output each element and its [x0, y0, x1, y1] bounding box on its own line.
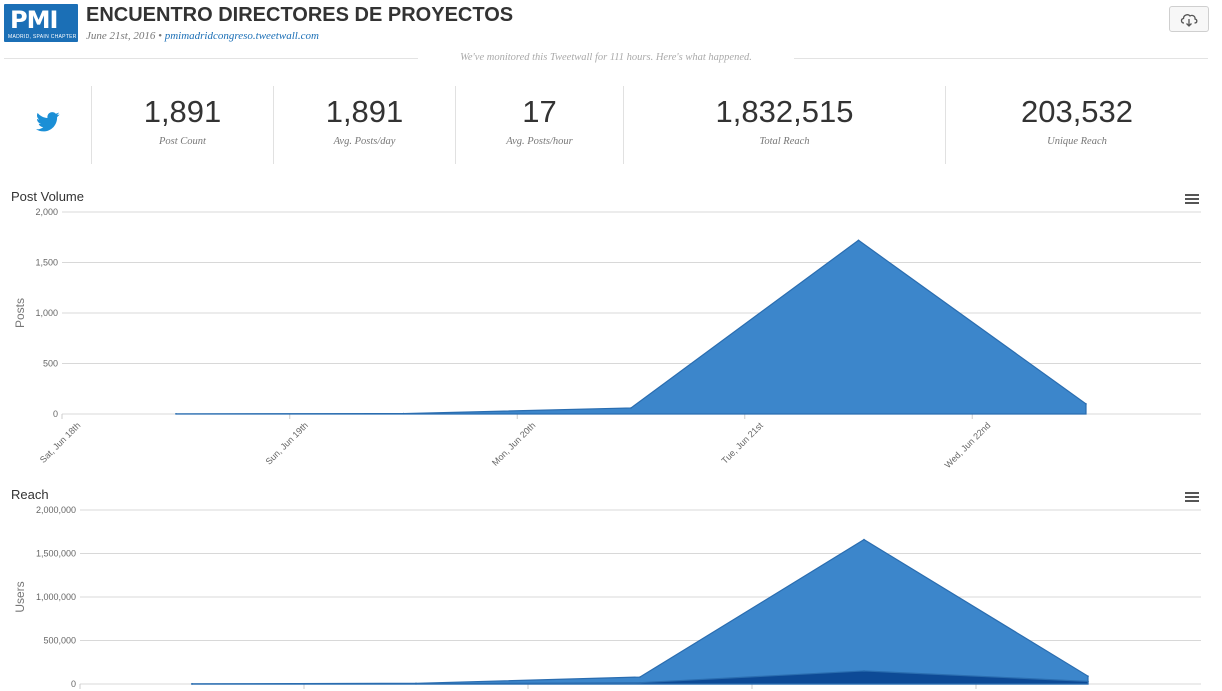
stat-label: Avg. Posts/hour: [506, 136, 573, 147]
logo-subtext: MADRID, SPAIN CHAPTER: [8, 34, 77, 40]
series-area: [175, 239, 1087, 415]
tweetwall-link[interactable]: pmimadridcongreso.tweetwall.com: [164, 30, 319, 42]
stat-post-count: 1,891 Post Count: [92, 86, 273, 164]
hamburger-menu-icon[interactable]: [1185, 194, 1199, 206]
page-subtitle: June 21st, 2016 • pmimadridcongreso.twee…: [86, 30, 319, 42]
data-point: [863, 538, 865, 541]
stat-avg-posts-day: 1,891 Avg. Posts/day: [274, 86, 455, 164]
data-point: [863, 670, 865, 672]
x-tick-label: Wed, Jun 22nd: [943, 420, 993, 470]
data-point: [415, 683, 417, 685]
x-tick-label: Sat, Jun 18th: [38, 420, 83, 465]
stat-unique-reach: 203,532 Unique Reach: [946, 86, 1208, 164]
reach-title: Reach: [11, 487, 49, 502]
x-tick-label: Mon, Jun 20th: [490, 420, 537, 467]
post-volume-title: Post Volume: [11, 189, 84, 204]
page-title: ENCUENTRO DIRECTORES DE PROYECTOS: [86, 4, 514, 26]
stat-divider: [623, 86, 624, 164]
reach-chart: 0 500,000 1,000,000 1,500,000 2,000,000 Users: [13, 505, 1201, 689]
logo-text: PMI: [10, 6, 58, 34]
divider-left: [4, 58, 418, 59]
stat-divider: [455, 86, 456, 164]
divider-right: [794, 58, 1208, 59]
stat-label: Post Count: [159, 136, 206, 147]
pmi-logo: PMI MADRID, SPAIN CHAPTER: [4, 4, 78, 42]
stat-value: 203,532: [1020, 94, 1134, 129]
stat-value: 1,891: [325, 94, 404, 129]
cloud-download-icon: [1180, 14, 1198, 27]
data-point: [1087, 680, 1089, 683]
monitor-summary: We've monitored this Tweetwall for 111 h…: [460, 52, 752, 63]
y-tick-label: 500: [43, 359, 58, 369]
data-point: [639, 676, 641, 678]
y-tick-label: 2,000,000: [36, 505, 76, 515]
stat-value: 1,832,515: [715, 94, 854, 129]
data-point: [175, 412, 177, 415]
stat-avg-posts-hour: 17 Avg. Posts/hour: [456, 86, 623, 164]
data-point: [630, 407, 632, 409]
y-tick-label: 500,000: [43, 636, 76, 646]
y-tick-label: 0: [53, 409, 58, 419]
stat-divider: [945, 86, 946, 164]
x-tick-label: Tue, Jun 21st: [720, 420, 766, 466]
post-volume-chart: 0 500 1,000 1,500 2,000 Posts Sat, Jun 18th Sun…: [13, 207, 1201, 470]
x-tick-label: Sun, Jun 19th: [264, 420, 310, 466]
stat-label: Total Reach: [759, 136, 810, 147]
data-point: [1085, 403, 1087, 405]
y-tick-label: 1,500,000: [36, 549, 76, 559]
y-tick-label: 0: [71, 679, 76, 689]
y-axis-label: Users: [13, 581, 27, 612]
y-tick-label: 1,000: [35, 308, 58, 318]
twitter-bird-icon: [36, 112, 60, 132]
stat-label: Avg. Posts/day: [333, 136, 396, 147]
y-axis-label: Posts: [13, 298, 27, 328]
stat-divider: [91, 86, 92, 164]
y-tick-label: 2,000: [35, 207, 58, 217]
data-point: [857, 239, 860, 242]
stat-value: 17: [522, 94, 557, 129]
data-point: [402, 412, 405, 415]
hamburger-menu-icon[interactable]: [1185, 492, 1199, 504]
event-date: June 21st, 2016 •: [86, 30, 165, 42]
y-tick-label: 1,000,000: [36, 592, 76, 602]
stats-row: 1,891 Post Count 1,891 Avg. Posts/day 17…: [0, 86, 1222, 164]
data-point: [1087, 675, 1089, 677]
download-button[interactable]: [1169, 6, 1209, 32]
stat-total-reach: 1,832,515 Total Reach: [624, 86, 945, 164]
series-area: [191, 670, 1089, 685]
y-tick-label: 1,500: [35, 258, 58, 268]
stat-divider: [273, 86, 274, 164]
stat-value: 1,891: [143, 94, 222, 129]
series-area: [191, 538, 1089, 685]
data-point: [191, 683, 193, 685]
data-point: [639, 681, 641, 684]
stat-label: Unique Reach: [1047, 136, 1107, 147]
